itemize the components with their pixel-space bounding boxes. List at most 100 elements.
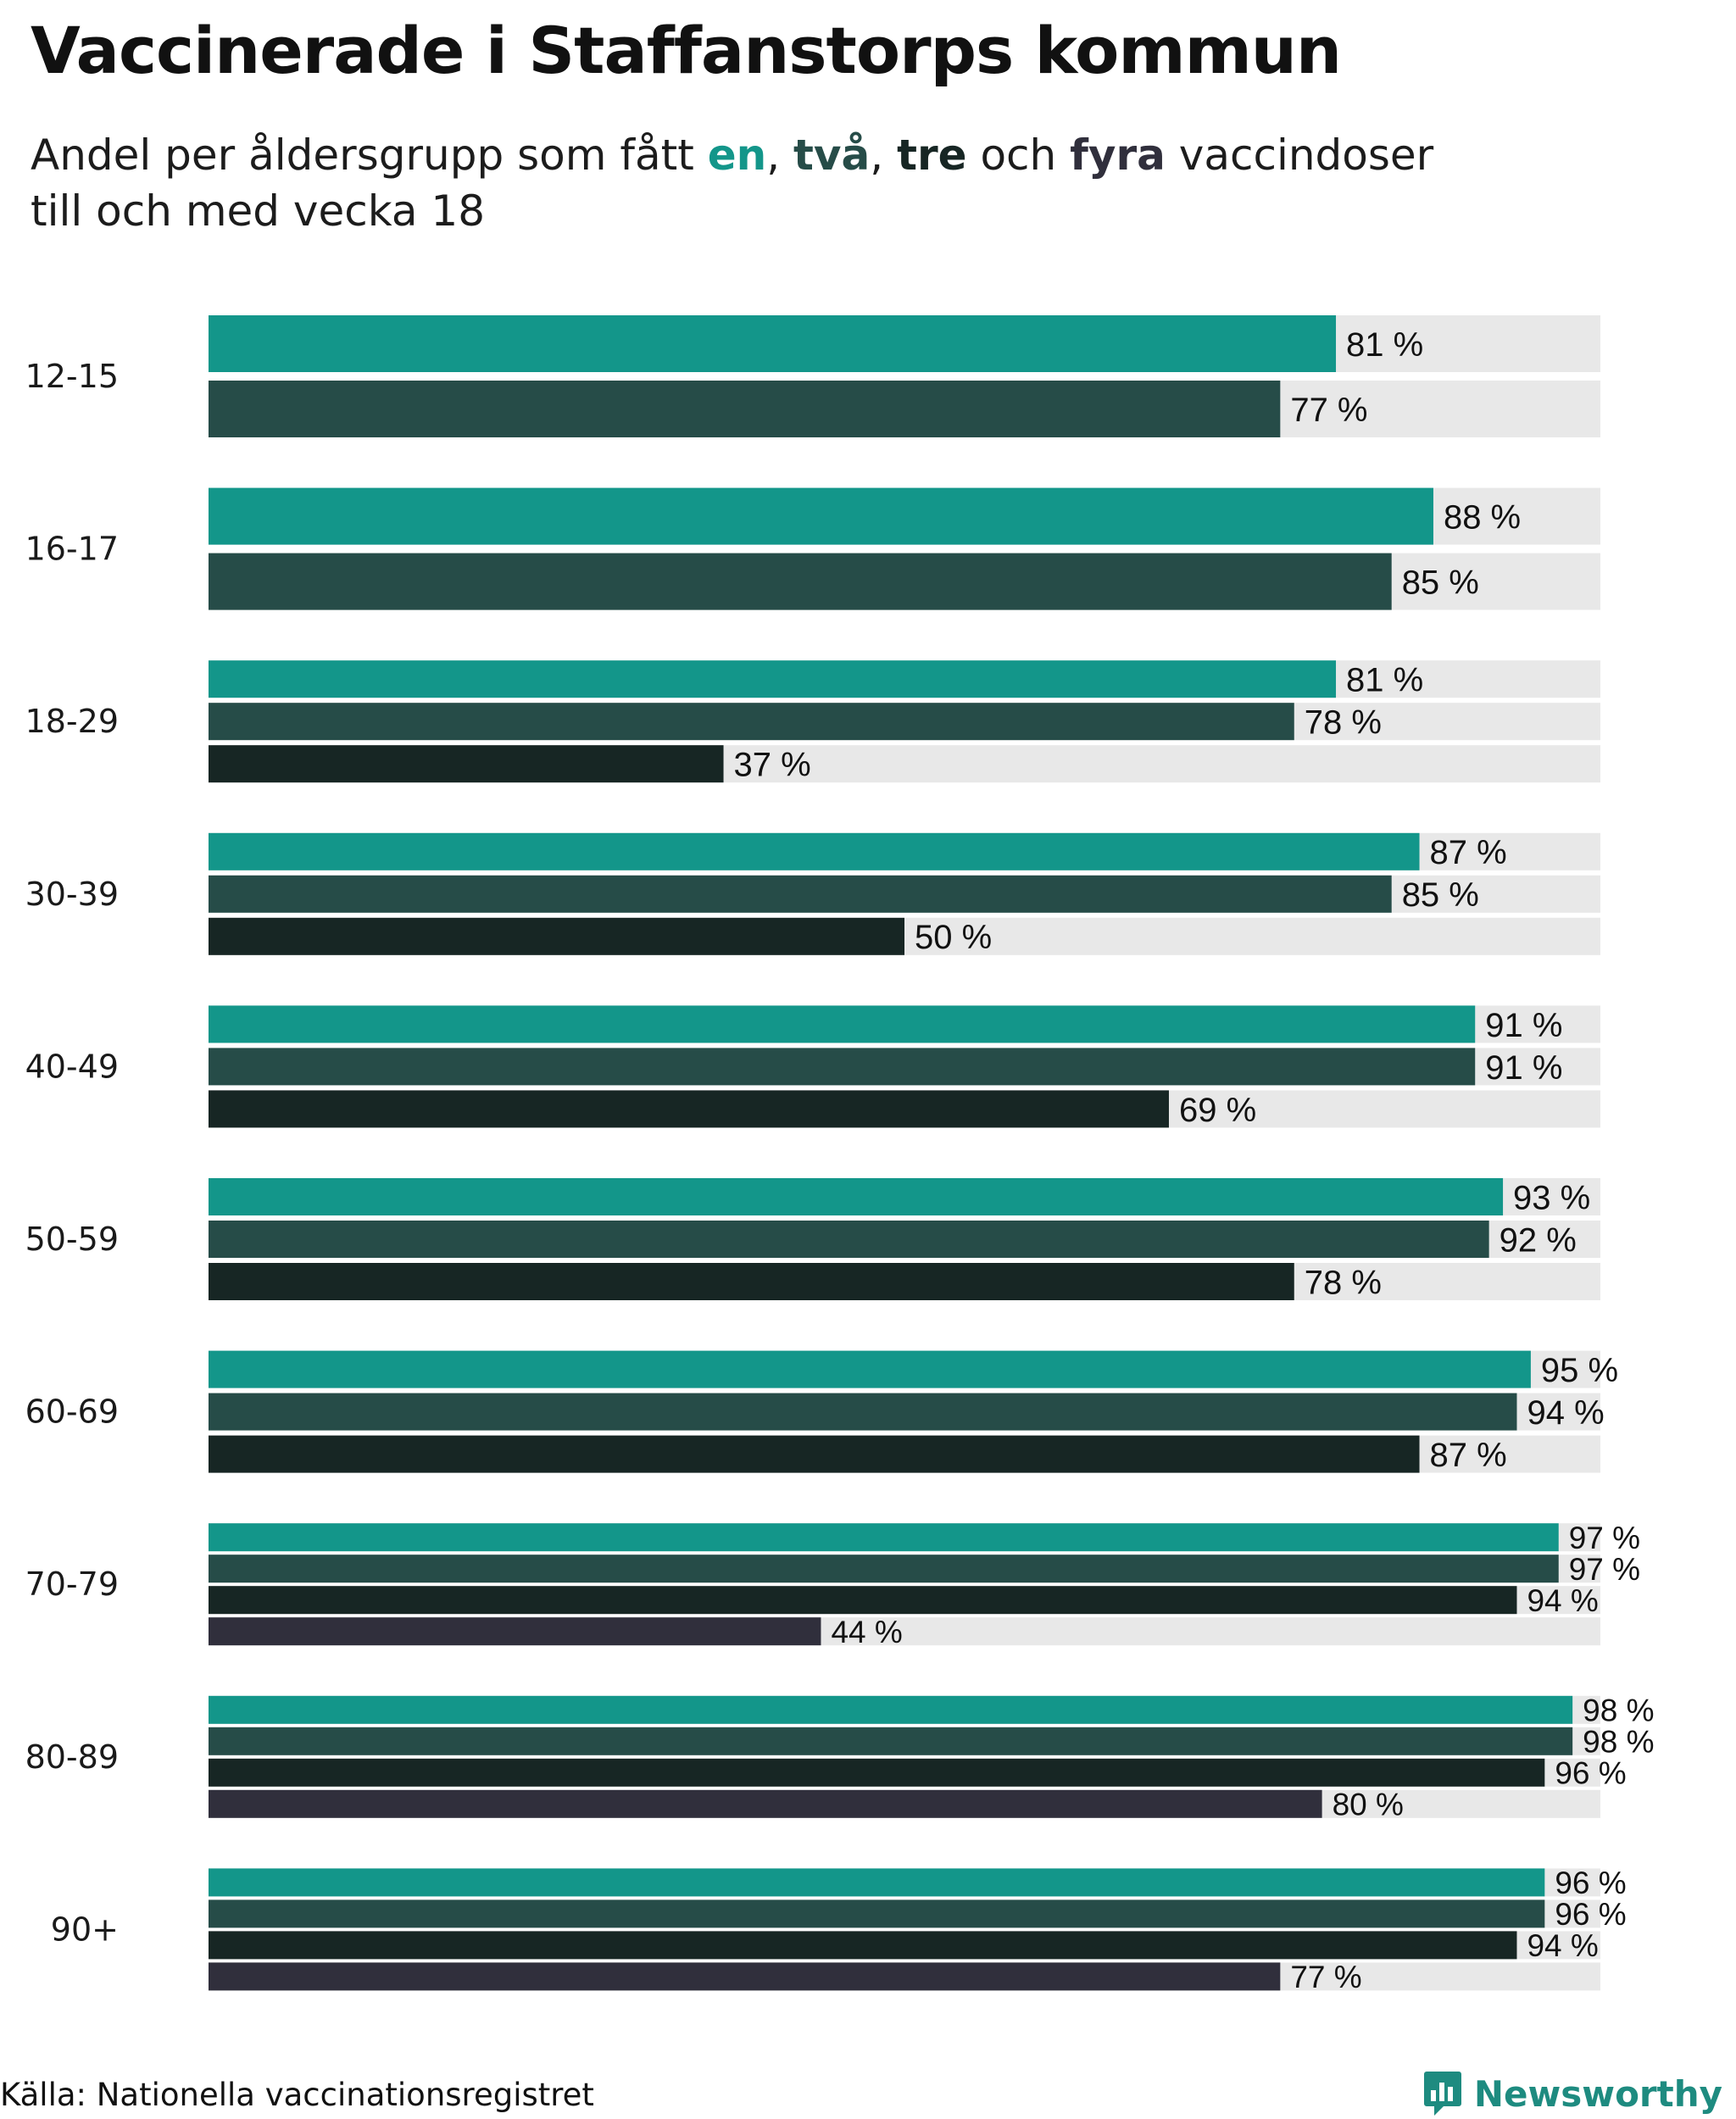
category-group: 30-39 87 % 85 % 50 %	[25, 832, 1600, 956]
category-label: 16-17	[25, 531, 119, 568]
bar-fyra	[209, 1617, 821, 1646]
data-label: 93 %	[1513, 1179, 1590, 1216]
data-label: 88 %	[1444, 499, 1521, 537]
category-label: 40-49	[25, 1048, 119, 1085]
bar-två	[209, 703, 1294, 741]
data-label: 81 %	[1346, 662, 1423, 699]
data-label: 80 %	[1333, 1788, 1404, 1822]
data-label: 85 %	[1402, 876, 1479, 914]
data-label: 78 %	[1305, 1264, 1382, 1301]
bar-en	[209, 1868, 1545, 1897]
data-label: 78 %	[1305, 704, 1382, 742]
category-label: 50-59	[25, 1221, 119, 1258]
bar-två	[209, 1393, 1517, 1431]
data-label: 96 %	[1555, 1897, 1626, 1932]
bar-två	[209, 875, 1392, 913]
bar-tre	[209, 745, 724, 783]
data-label: 37 %	[734, 747, 811, 784]
subtitle-separator: ,	[870, 131, 898, 180]
data-label: 91 %	[1485, 1049, 1562, 1087]
category-label: 30-39	[25, 876, 119, 913]
data-label: 95 %	[1541, 1352, 1618, 1389]
data-label: 94 %	[1527, 1583, 1598, 1618]
bar-tre	[209, 1931, 1517, 1960]
category-label: 18-29	[25, 703, 119, 740]
subtitle-prefix: Andel per åldersgrupp som fått	[31, 131, 708, 180]
category-group: 18-29 81 % 78 % 37 %	[25, 660, 1600, 784]
subtitle-line-1: Andel per åldersgrupp som fått en, två, …	[31, 127, 1433, 183]
data-label: 44 %	[831, 1615, 902, 1649]
bar-fyra	[209, 1789, 1322, 1818]
subtitle-separator: ,	[766, 131, 794, 180]
subtitle-och: och	[966, 131, 1071, 180]
bar-en	[209, 832, 1420, 870]
bar-en	[209, 1178, 1504, 1215]
category-group: 40-49 91 % 91 % 69 %	[25, 1005, 1600, 1129]
bar-fyra	[209, 1962, 1281, 1991]
bar-två	[209, 381, 1281, 437]
category-group: 60-69 95 % 94 % 87 %	[25, 1350, 1618, 1474]
legend-fyra: fyra	[1070, 131, 1166, 180]
bar-två	[209, 553, 1392, 610]
source-note: Källa: Nationella vaccinationsregistret	[0, 2077, 594, 2113]
data-label: 98 %	[1583, 1725, 1654, 1760]
bar-tre	[209, 1758, 1545, 1787]
bar-tre	[209, 1586, 1517, 1615]
bar-tre	[209, 1435, 1420, 1473]
bar-tre	[209, 917, 904, 955]
category-group: 16-17 88 % 85 %	[25, 487, 1600, 610]
bar-en	[209, 1005, 1476, 1043]
data-label: 96 %	[1555, 1756, 1626, 1791]
bar-två	[209, 1899, 1545, 1928]
data-label: 91 %	[1485, 1007, 1562, 1044]
data-label: 81 %	[1346, 326, 1423, 364]
subtitle-line-2: till och med vecka 18	[31, 186, 486, 236]
bar-två	[209, 1554, 1559, 1583]
subtitle-suffix: vaccindoser	[1165, 131, 1434, 180]
brand: Newsworthy	[1423, 2070, 1722, 2117]
chart-subtitle: Andel per åldersgrupp som fått en, två, …	[31, 127, 1433, 239]
bar-två	[209, 1727, 1573, 1755]
data-label: 96 %	[1555, 1866, 1626, 1900]
data-label: 50 %	[915, 919, 992, 956]
category-label: 60-69	[25, 1393, 119, 1431]
category-label: 80-89	[25, 1738, 119, 1776]
bar-en	[209, 1523, 1559, 1552]
category-label: 90+	[51, 1910, 119, 1948]
category-label: 70-79	[25, 1566, 119, 1603]
data-label: 97 %	[1569, 1521, 1640, 1555]
data-label: 94 %	[1527, 1928, 1598, 1963]
data-label: 85 %	[1402, 565, 1479, 602]
bar-en	[209, 315, 1337, 372]
legend-tre: tre	[897, 131, 967, 180]
bar-tre	[209, 1090, 1169, 1128]
chart-title: Vaccinerade i Staffanstorps kommun	[31, 13, 1342, 88]
brand-name: Newsworthy	[1473, 2072, 1722, 2115]
data-label: 97 %	[1569, 1552, 1640, 1587]
category-group: 12-15 81 % 77 %	[25, 315, 1600, 437]
data-label: 77 %	[1290, 392, 1367, 429]
legend-en: en	[707, 131, 767, 180]
data-label: 69 %	[1179, 1092, 1256, 1129]
bar-två	[209, 1048, 1476, 1086]
bar-chart: 12-15 81 % 77 % 16-17 88 % 85 % 18-29 81 % 78 % 3…	[25, 315, 1655, 1994]
data-label: 77 %	[1290, 1960, 1361, 1994]
bar-en	[209, 487, 1433, 545]
data-label: 94 %	[1527, 1394, 1604, 1432]
data-label: 87 %	[1430, 1437, 1507, 1474]
newsworthy-logo-icon	[1423, 2072, 1461, 2116]
category-group: 90+96 %96 %94 %77 %	[51, 1866, 1627, 1994]
bar-tre	[209, 1263, 1294, 1300]
legend-tva: två	[793, 131, 871, 180]
data-label: 87 %	[1430, 834, 1507, 871]
category-group: 50-59 93 % 92 % 78 %	[25, 1178, 1600, 1301]
bar-två	[209, 1221, 1489, 1258]
data-label: 98 %	[1583, 1694, 1654, 1728]
data-label: 92 %	[1500, 1221, 1577, 1259]
bar-en	[209, 1350, 1531, 1388]
bar-en	[209, 1695, 1573, 1724]
category-label: 12-15	[25, 358, 119, 395]
bar-en	[209, 660, 1337, 698]
